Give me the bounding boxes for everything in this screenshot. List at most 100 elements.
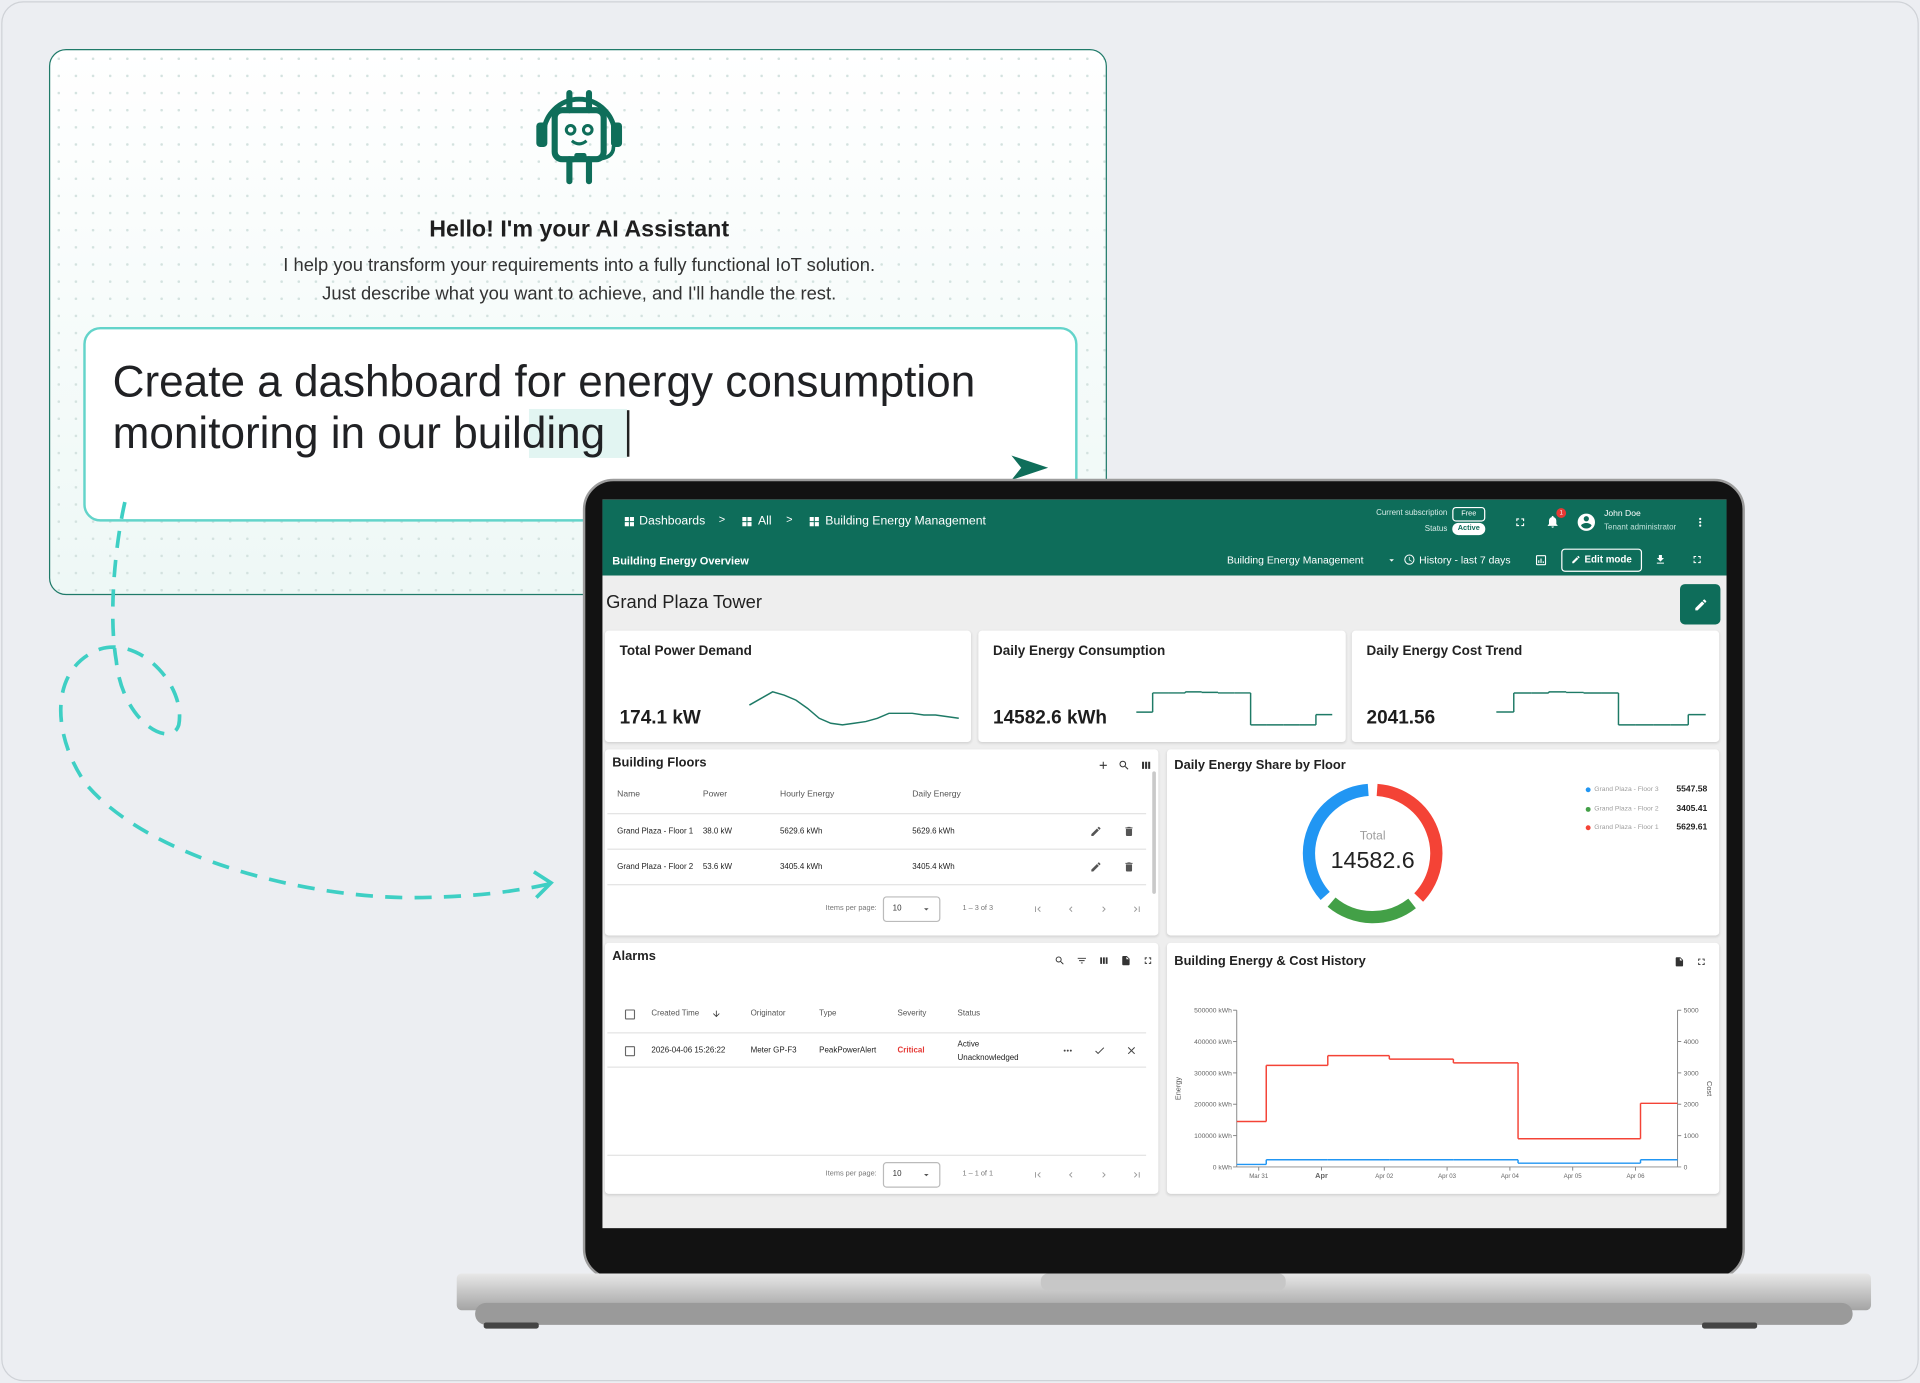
x-tick-label: Apr	[1315, 1171, 1328, 1180]
prev-icon[interactable]	[1065, 903, 1076, 914]
edit-mode-button[interactable]	[1561, 548, 1643, 572]
legend-dot	[1585, 825, 1591, 831]
widget-card	[1351, 630, 1720, 743]
first-icon[interactable]	[1032, 903, 1043, 914]
last-icon[interactable]	[1131, 1169, 1142, 1180]
pencil-icon[interactable]	[1090, 825, 1102, 837]
dropdown-icon[interactable]	[1386, 554, 1397, 565]
scrollbar	[1152, 771, 1156, 894]
donut-total: 14582.6	[1330, 848, 1415, 875]
chart-glyph	[1535, 554, 1546, 565]
grid-icon[interactable]	[741, 516, 753, 528]
page-size: 10	[892, 1170, 902, 1179]
search-glyph	[1055, 955, 1064, 964]
dropdown-glyph	[1388, 558, 1394, 561]
card-value: 2041.56	[1366, 707, 1436, 729]
column-header: Originator	[750, 1009, 786, 1019]
widget-card	[604, 942, 1159, 1194]
chart-icon[interactable]	[1534, 553, 1547, 566]
search-icon[interactable]	[1054, 954, 1065, 965]
checkbox-icon[interactable]	[623, 1044, 636, 1057]
pencil-icon[interactable]	[1571, 555, 1581, 565]
cols-icon[interactable]	[1140, 759, 1152, 771]
pager-range: 1 – 3 of 3	[962, 904, 994, 913]
download-icon[interactable]	[1654, 553, 1666, 565]
next-icon[interactable]	[1098, 1169, 1109, 1180]
user-glyph	[1577, 512, 1595, 531]
breadcrumb-separator: >	[786, 513, 793, 526]
kebab-glyph	[1698, 517, 1701, 527]
bell-icon[interactable]	[1545, 514, 1560, 529]
cols-icon[interactable]	[1098, 954, 1109, 965]
full-icon[interactable]	[1142, 954, 1153, 965]
last-icon[interactable]	[1131, 903, 1142, 914]
legend-value: 3405.41	[1676, 804, 1708, 814]
first-glyph	[1034, 905, 1041, 912]
y2-tick-label: 1000	[1684, 1133, 1699, 1140]
column-header: Power	[702, 790, 728, 799]
y-tick-label: 300000 kWh	[1194, 1070, 1232, 1077]
x-tick-label: Apr 02	[1375, 1173, 1394, 1180]
arrowdown-icon[interactable]	[711, 1009, 721, 1019]
legend-label: Grand Plaza - Floor 2	[1594, 805, 1659, 813]
user-icon[interactable]	[1575, 511, 1596, 532]
full-icon[interactable]	[1513, 515, 1526, 528]
row-divider	[607, 848, 1147, 850]
search-icon[interactable]	[1118, 759, 1130, 771]
cols-glyph	[1099, 956, 1107, 964]
trash-icon[interactable]	[1123, 861, 1135, 873]
dropdown-glyph	[923, 1173, 929, 1176]
y-axis-label: Energy	[1173, 1077, 1182, 1101]
grid-glyph	[624, 517, 634, 527]
dropdown-icon[interactable]	[920, 903, 931, 914]
page-size-select[interactable]	[882, 1162, 941, 1188]
status-badge: Active	[1452, 522, 1486, 536]
widget-title: Daily Energy Share by Floor	[1174, 757, 1346, 773]
text-highlight	[528, 408, 627, 458]
notification-badge: 1	[1556, 508, 1567, 518]
column-header: Name	[617, 790, 641, 799]
checkbox-glyph	[624, 1008, 635, 1019]
file-icon[interactable]	[1120, 954, 1131, 965]
next-icon[interactable]	[1098, 903, 1109, 914]
kebab-icon[interactable]	[1693, 515, 1706, 528]
last-glyph	[1133, 905, 1140, 912]
pencil-glyph	[1091, 862, 1101, 872]
dropdown-icon[interactable]	[920, 1169, 931, 1180]
y2-tick-label: 4000	[1684, 1039, 1699, 1046]
file-icon[interactable]	[1673, 956, 1684, 967]
search-glyph	[1119, 760, 1129, 770]
send-button[interactable]	[1009, 451, 1053, 483]
filter-icon[interactable]	[1076, 954, 1087, 965]
more-icon[interactable]	[1062, 1044, 1074, 1056]
page-title: Grand Plaza Tower	[606, 592, 762, 613]
full-icon[interactable]	[1691, 553, 1703, 565]
trash-glyph	[1125, 862, 1133, 872]
prev-icon[interactable]	[1065, 1169, 1076, 1180]
robot-icon	[536, 90, 623, 185]
checkbox-icon[interactable]	[623, 1007, 636, 1020]
dashboard-screen: Dashboards > All > Building Energy Managemen…	[602, 499, 1727, 1229]
plus-icon[interactable]	[1097, 759, 1109, 771]
first-icon[interactable]	[1032, 1169, 1043, 1180]
close-icon[interactable]	[1125, 1044, 1137, 1056]
pencil-icon[interactable]	[1693, 597, 1708, 612]
clock-icon[interactable]	[1403, 553, 1415, 565]
table-cell: Meter GP-F3	[750, 1046, 797, 1055]
pencil-icon[interactable]	[1090, 861, 1102, 873]
grid-icon[interactable]	[808, 516, 820, 528]
arrowdown-glyph	[713, 1010, 720, 1018]
grid-icon[interactable]	[623, 516, 635, 528]
legend-label: Grand Plaza - Floor 1	[1594, 824, 1659, 832]
breadcrumb-separator: >	[718, 513, 726, 526]
check-icon[interactable]	[1093, 1044, 1105, 1056]
row-divider	[607, 884, 1147, 886]
trash-icon[interactable]	[1123, 825, 1135, 837]
donut-segment	[1327, 897, 1416, 924]
plus-glyph	[1099, 761, 1107, 769]
full-icon[interactable]	[1695, 956, 1706, 967]
page-size-select[interactable]	[882, 896, 941, 923]
more-glyph	[1063, 1049, 1072, 1052]
